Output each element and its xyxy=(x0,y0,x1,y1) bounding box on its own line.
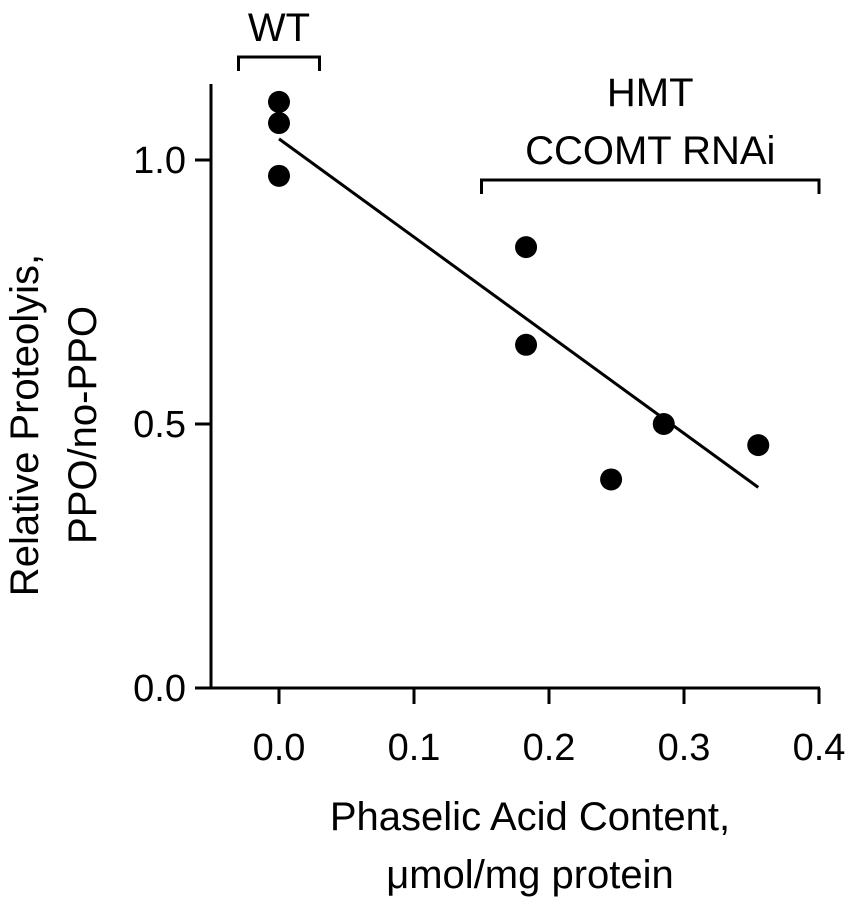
group-label: CCOMT RNAi xyxy=(525,129,775,173)
x-tick-label: 0.3 xyxy=(658,727,711,769)
x-axis-title-line-2: μmol/mg protein xyxy=(386,853,674,897)
data-point xyxy=(747,434,770,457)
annotations: WT HMT CCOMT RNAi xyxy=(237,6,821,194)
x-tick-label: 0.4 xyxy=(793,727,846,769)
y-tick-label: 0.5 xyxy=(133,404,186,446)
data-point xyxy=(268,90,290,113)
y-tick-label: 0.0 xyxy=(133,668,186,710)
data-point xyxy=(600,468,623,491)
data-points xyxy=(268,90,770,491)
y-axis-title-group: Relative Proteolyis, PPO/no-PPO xyxy=(3,254,105,596)
data-point xyxy=(652,413,675,435)
data-point xyxy=(268,112,290,135)
y-tick-label: 1.0 xyxy=(133,140,186,182)
group-bracket xyxy=(237,55,321,71)
x-tick-label: 0.1 xyxy=(388,727,441,769)
ticks: 0.0 0.1 0.2 0.3 0.4 0.0 0.5 1.0 xyxy=(133,140,845,769)
y-axis-title-line-1: Relative Proteolyis, xyxy=(3,254,47,596)
fit-line xyxy=(278,137,760,489)
data-point xyxy=(515,333,538,356)
group-bracket xyxy=(480,178,821,194)
x-tick-label: 0.2 xyxy=(523,727,576,769)
y-axis-title-line-2: PPO/no-PPO xyxy=(61,306,105,544)
x-tick-label: 0.0 xyxy=(253,727,306,769)
axes xyxy=(209,84,820,690)
fit-line-group xyxy=(278,137,760,489)
x-axis-title-line-1: Phaselic Acid Content, xyxy=(330,795,730,839)
group-label: HMT xyxy=(607,71,694,115)
data-point xyxy=(268,164,290,187)
group-label: WT xyxy=(248,6,310,50)
data-point xyxy=(515,236,538,259)
